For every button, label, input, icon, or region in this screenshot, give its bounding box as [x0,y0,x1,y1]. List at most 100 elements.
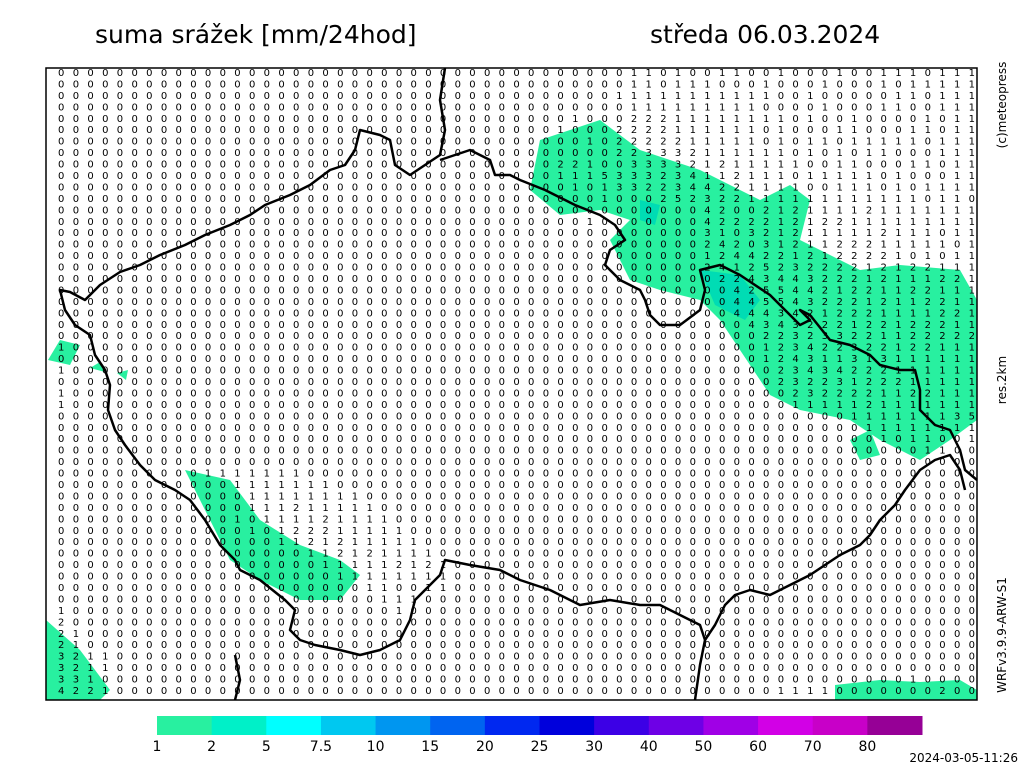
value-row: 0000000000000000001111121210000000000000… [58,560,975,571]
legend-label: 5 [262,739,271,755]
precip-area [850,420,925,460]
resolution: res.2km [995,356,1009,404]
value-row: 0000000000000000000000000000000000000011… [58,91,975,102]
model: WRFv3.9.9-ARW-S1 [995,577,1009,693]
value-row: 1000000000000000000000010000000000000000… [58,606,975,617]
value-row: 0000000000000000000000000000000000111533… [58,171,975,182]
colorbar: 1 2 5 7.5 10 15 20 25 30 40 50 60 70 80 [153,716,923,755]
value-row: 0000000000000000000000000000000000000000… [58,308,975,319]
legend-swatch [157,716,213,735]
value-row: 0000000000000000000000000000000000100022… [58,125,975,136]
value-row: 0000000000000000000000000000000000000000… [58,411,975,422]
value-row: 0000000000000000000000000000000000000000… [58,274,975,285]
value-row: 0000000000000000000000000000000000000022… [58,148,975,159]
timestamp: 2024-03-05-11:26 [909,751,1018,765]
legend-label: 1 [153,739,162,755]
date: středa 06.03.2024 [650,20,880,49]
legend-swatch [484,716,540,735]
legend-label: 80 [858,739,876,755]
value-row: 0000000000000000000000000000000000000000… [58,297,975,308]
value-row: 0000000000000000000001100110000000000000… [58,583,975,594]
legend-label: 30 [585,739,603,755]
value-row: 1000000000000000000000000000000000000000… [58,400,975,411]
border-line [703,453,967,641]
value-row: 0000000000000000000000000000000000000000… [58,354,975,365]
value-row: 4221000000000000000000000000000000000000… [58,686,975,697]
value-row: 0000000000000000000000000000000000000000… [58,457,975,468]
legend-label: 2 [207,739,216,755]
value-row: 0000000000000000000000000000000000001022… [58,137,975,148]
value-row: 0000000000000000000000000000000000000001… [58,68,975,79]
value-row: 0000000000000000000000000000000000000000… [58,240,975,251]
title: suma srážek [mm/24hod] [95,20,417,49]
value-row: 0000000000000000000000000000000000000000… [58,285,975,296]
value-row: 0000000000000000000000000000000000221003… [58,160,975,171]
legend-swatch [430,716,486,735]
value-grid: 0000000000000000000000000000000000000001… [58,68,975,697]
legend-swatch [211,716,267,735]
precip-area [835,680,977,700]
legend-swatch [758,716,814,735]
value-row: 0000000000000000011212111100000000000000… [58,549,975,560]
legend-label: 70 [804,739,822,755]
value-row: 0000000000000000000000000000000000000001… [58,102,975,113]
value-row: 0000000000000000000000000000000000000001… [58,79,975,90]
value-row: 0000000000000001121211111000000000000000… [58,537,975,548]
value-row: 0000000000000111111110000000000000000000… [58,491,975,502]
value-row: 0000000000000000000000000000000000000000… [58,377,975,388]
legend-swatch [703,716,759,735]
value-row: 1000000000000000000000000000000000000000… [58,388,975,399]
value-row: 0000000000000000000000000000000000000000… [58,251,975,262]
value-row: 3211000000000000000000000000000000000000… [58,652,975,663]
legend-label: 20 [476,739,494,755]
legend-label: 40 [640,739,658,755]
legend-swatch [266,716,322,735]
value-row: 2100000000000000000000000000000000000000… [58,629,975,640]
border-line [58,67,707,701]
value-row: 0000000000000000000000000000000000000100… [58,194,975,205]
precip-area [640,200,660,225]
value-row: 1000000000000000000000000000000000000000… [58,343,975,354]
value-row: 2000000000000000000000000000000000000000… [58,617,975,628]
precip-core [640,200,760,320]
legend-swatch [648,716,704,735]
precip-area [48,340,128,380]
value-row: 3211000000000000000000000000000000000000… [58,663,975,674]
value-row: 0000000000000000000000000000000000010002… [58,114,975,125]
legend-label: 25 [531,739,549,755]
legend-swatch [320,716,377,735]
value-row: 0000000000000111211111000000000000000000… [58,503,975,514]
legend-label: 7.5 [310,739,332,755]
value-row: 0000000000001111111000000000000000000000… [58,480,975,491]
precip-area [700,270,760,320]
value-row: 0000000000000000000000000000000000001000… [58,217,975,228]
map-frame [45,67,978,701]
legend-swatch [867,716,923,735]
value-row: 0000000000000101222111110000000000000000… [58,526,975,537]
copyright: (c)meteopress [995,62,1009,149]
border [58,67,978,701]
legend-swatch [812,716,868,735]
value-row: 0000000000000000000000000000000000000000… [58,320,975,331]
precip-area [46,620,110,700]
legend-swatch [375,716,431,735]
value-row: 0000000000000000000000000000000000000000… [58,446,975,457]
border-line [439,148,978,481]
legend-swatch [594,716,650,735]
value-row: 3310000000000000000000000000000000000000… [58,675,975,686]
value-row: 1000000000000000000000000000000000000000… [58,366,975,377]
legend-label: 60 [749,739,767,755]
border-line [233,654,242,701]
value-row: 0000000000000000000000000000000000010133… [58,182,975,193]
value-row: 0000000000000000000000000000000000000000… [58,205,975,216]
value-row: 0000000000000000000000000000000000000000… [58,331,975,342]
value-row: 0000000000000000000000000000000000000000… [58,263,975,274]
value-row: 0000000000001011112111100000000000000000… [58,514,975,525]
value-row: 0000000000000000000000000000000000000000… [58,434,975,445]
precip-area [185,470,360,600]
value-row: 0000000000000000000000000000000000000000… [58,228,975,239]
value-row: 2100000000000000000000000000000000000000… [58,640,975,651]
legend-label: 15 [421,739,439,755]
legend-label: 50 [695,739,713,755]
